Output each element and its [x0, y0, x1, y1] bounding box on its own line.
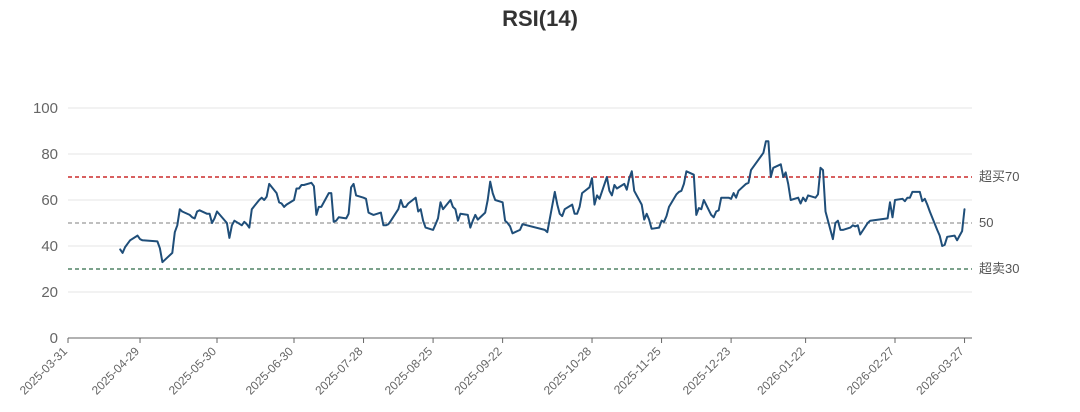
rsi-series-line — [119, 140, 966, 264]
x-tick-label: 2026-03-27 — [913, 344, 967, 398]
x-tick-label: 2025-11-25 — [611, 344, 664, 397]
reference-line-label: 超买70 — [979, 169, 1019, 184]
series-layer — [119, 140, 966, 264]
x-tick-label: 2025-12-23 — [680, 344, 734, 398]
y-tick-label: 80 — [41, 146, 58, 163]
x-tick-label: 2025-06-30 — [243, 344, 297, 398]
x-tick-label: 2025-07-28 — [312, 344, 366, 398]
x-tick-label: 2025-09-22 — [451, 344, 505, 398]
y-tick-label: 100 — [33, 100, 58, 117]
reference-line-label: 超卖30 — [979, 261, 1019, 276]
x-tick-label: 2025-04-29 — [89, 344, 143, 398]
x-tick-label: 2025-03-31 — [17, 344, 71, 398]
y-tick-label: 60 — [41, 192, 58, 209]
x-tick-label: 2025-10-28 — [541, 344, 595, 398]
reference-line-label: 50 — [979, 215, 993, 230]
y-tick-label: 40 — [41, 238, 58, 255]
y-tick-label: 20 — [41, 284, 58, 301]
x-tick-label: 2025-05-30 — [166, 344, 220, 398]
x-tick-label: 2025-08-25 — [382, 344, 436, 398]
x-tick-label: 2026-01-22 — [754, 344, 808, 398]
chart-title: RSI(14) — [502, 6, 578, 31]
y-tick-label: 0 — [50, 330, 58, 347]
reference-lines: 超买70 50 超卖30 — [68, 169, 1019, 276]
x-tick-label: 2026-02-27 — [844, 344, 898, 398]
